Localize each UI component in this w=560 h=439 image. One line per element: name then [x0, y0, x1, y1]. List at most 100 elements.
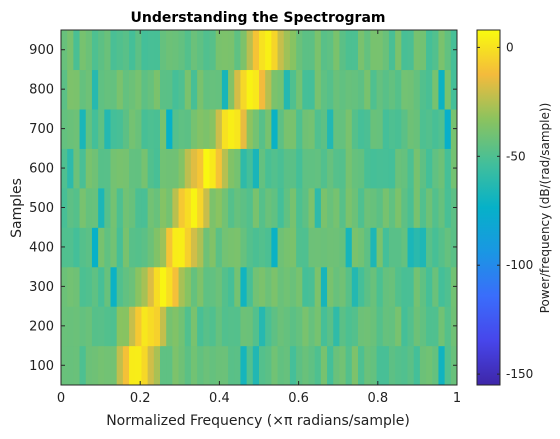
heatmap-cell	[135, 69, 143, 110]
y-tick-label: 600	[29, 162, 54, 177]
heatmap-cell	[289, 148, 297, 189]
heatmap-cell	[153, 345, 161, 385]
heatmap-cell	[110, 227, 118, 268]
heatmap-cell	[277, 69, 285, 110]
heatmap-cell	[67, 69, 74, 110]
heatmap-cell	[246, 69, 254, 110]
heatmap-cell	[333, 266, 341, 307]
heatmap-cell	[203, 30, 211, 71]
heatmap-cell	[153, 148, 161, 189]
heatmap-cell	[444, 345, 452, 385]
heatmap-cell	[444, 266, 452, 307]
heatmap-cell	[160, 306, 167, 347]
heatmap-cell	[413, 69, 421, 110]
heatmap-cell	[413, 345, 421, 385]
heatmap-cell	[135, 306, 143, 347]
heatmap-cell	[116, 69, 124, 110]
heatmap-cell	[73, 266, 81, 307]
heatmap-cell	[252, 108, 260, 149]
heatmap-cell	[345, 227, 353, 268]
heatmap-cell	[73, 69, 81, 110]
heatmap-cell	[432, 227, 440, 268]
heatmap-cell	[358, 227, 365, 268]
heatmap-cell	[98, 69, 105, 110]
heatmap-cell	[85, 227, 93, 268]
heatmap-cell	[234, 108, 242, 149]
heatmap-cell	[382, 187, 390, 228]
heatmap-cell	[85, 306, 93, 347]
heatmap-cell	[259, 345, 266, 385]
heatmap-cell	[333, 227, 341, 268]
heatmap-cell	[413, 266, 421, 307]
heatmap-cell	[314, 306, 322, 347]
heatmap-cell	[314, 30, 322, 71]
heatmap-cell	[358, 30, 365, 71]
heatmap-cell	[141, 187, 149, 228]
heatmap-cell	[370, 148, 378, 189]
heatmap-cell	[339, 148, 347, 189]
heatmap-cell	[104, 227, 112, 268]
heatmap-cell	[413, 108, 421, 149]
heatmap-cell	[215, 227, 223, 268]
heatmap-cell	[259, 30, 266, 71]
heatmap-cell	[289, 30, 297, 71]
heatmap-cell	[160, 148, 167, 189]
heatmap-cell	[395, 227, 402, 268]
heatmap-cell	[153, 306, 161, 347]
y-axis: 100 200 300 400 500 600 700 800 900	[29, 43, 457, 374]
heatmap-cell	[283, 148, 291, 189]
heatmap-cell	[184, 148, 192, 189]
heatmap-cell	[283, 227, 291, 268]
heatmap-cell	[67, 30, 74, 71]
heatmap-cell	[302, 227, 310, 268]
heatmap-cell	[135, 30, 143, 71]
heatmap-cell	[221, 30, 229, 71]
heatmap-cell	[160, 187, 167, 228]
heatmap-cell	[271, 306, 279, 347]
heatmap-cell	[221, 227, 229, 268]
heatmap-cell	[259, 69, 266, 110]
heatmap-cell	[153, 30, 161, 71]
heatmap-cell	[85, 69, 93, 110]
heatmap-cell	[252, 227, 260, 268]
heatmap-cell	[178, 345, 186, 385]
heatmap-cell	[277, 227, 285, 268]
heatmap-cell	[351, 227, 359, 268]
heatmap-cell	[388, 266, 396, 307]
heatmap-cell	[91, 69, 99, 110]
heatmap-cell	[116, 187, 124, 228]
heatmap-cell	[234, 69, 242, 110]
heatmap-cell	[91, 108, 99, 149]
heatmap-cell	[259, 227, 266, 268]
heatmap-cell	[339, 345, 347, 385]
heatmap-cell	[426, 69, 433, 110]
heatmap-cell	[67, 306, 74, 347]
heatmap-cell	[407, 266, 415, 307]
heatmap-cell	[277, 345, 285, 385]
heatmap-cell	[110, 187, 118, 228]
heatmap-cell	[160, 30, 167, 71]
heatmap-cell	[153, 266, 161, 307]
heatmap-cell	[419, 69, 427, 110]
heatmap-cell	[122, 187, 130, 228]
heatmap-cell	[345, 306, 353, 347]
heatmap-cell	[129, 30, 136, 71]
heatmap-cell	[388, 108, 396, 149]
heatmap-cell	[184, 266, 192, 307]
heatmap-cell	[277, 266, 285, 307]
x-tick-label: 0.6	[288, 391, 309, 406]
heatmap-cell	[197, 227, 204, 268]
heatmap-cell	[79, 345, 87, 385]
heatmap-cell	[382, 108, 390, 149]
heatmap-cell	[122, 345, 130, 385]
heatmap-cell	[259, 266, 266, 307]
heatmap-cell	[265, 30, 272, 71]
heatmap-cell	[215, 187, 223, 228]
heatmap-cell	[147, 306, 155, 347]
heatmap-cell	[358, 306, 365, 347]
heatmap-cell	[376, 187, 384, 228]
heatmap-cell	[271, 108, 279, 149]
heatmap-cell	[246, 108, 254, 149]
heatmap-cell	[110, 69, 118, 110]
